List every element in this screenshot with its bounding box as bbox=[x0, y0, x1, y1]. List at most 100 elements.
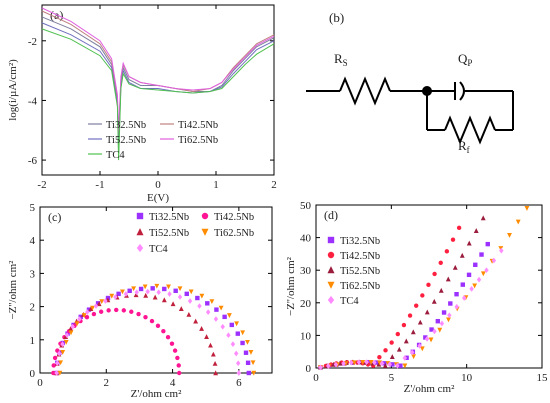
data-point-Ti62.5Nb bbox=[90, 305, 95, 311]
data-point-Ti42.5Nb bbox=[84, 314, 90, 320]
data-point-Ti52.5Nb bbox=[178, 306, 184, 311]
legend-label: Ti42.5Nb bbox=[340, 251, 380, 262]
data-point-Ti32.5Nb bbox=[460, 282, 465, 287]
data-point-Ti52.5Nb bbox=[199, 326, 204, 331]
legend-marker bbox=[136, 243, 144, 253]
data-point-Ti42.5Nb bbox=[175, 355, 180, 361]
data-point-Ti62.5Nb bbox=[411, 354, 417, 360]
data-point-TC4 bbox=[417, 343, 422, 349]
data-point-Ti32.5Nb bbox=[454, 292, 459, 297]
panel-c-nyquist-chart: 0 2 4 6 0 1 2 3 4 5 Z'/ohm cm² −Z''/ohm cm² (c) Ti32.… bbox=[7, 202, 273, 400]
x-tick-label: 10 bbox=[461, 372, 473, 384]
data-point-Ti52.5Nb bbox=[431, 298, 437, 304]
panel-b-label: (b) bbox=[329, 10, 344, 25]
data-point-Ti42.5Nb bbox=[395, 331, 400, 337]
panel-b-equivalent-circuit: (b) RS QP Rf bbox=[306, 10, 514, 155]
data-point-TC4 bbox=[410, 349, 415, 356]
data-point-Ti32.5Nb bbox=[184, 291, 189, 297]
x-axis-label: E(V) bbox=[147, 192, 169, 204]
qp-label: QP bbox=[458, 51, 472, 68]
data-point-Ti32.5Nb bbox=[390, 362, 395, 367]
data-point-Ti32.5Nb bbox=[138, 286, 144, 292]
data-point-Ti32.5Nb bbox=[245, 360, 251, 365]
data-point-Ti52.5Nb bbox=[204, 334, 209, 339]
data-point-Ti62.5Nb bbox=[109, 293, 115, 299]
data-point-Ti52.5Nb bbox=[193, 318, 199, 324]
data-point-Ti52.5Nb bbox=[452, 264, 458, 270]
data-point-Ti32.5Nb bbox=[466, 272, 472, 278]
data-point-Ti32.5Nb bbox=[441, 310, 447, 315]
data-point-Ti62.5Nb bbox=[240, 330, 246, 336]
data-point-Ti32.5Nb bbox=[479, 252, 484, 257]
data-point-TC4 bbox=[230, 341, 236, 348]
data-point-Ti62.5Nb bbox=[368, 359, 374, 365]
x-tick-label: 4 bbox=[170, 377, 176, 389]
data-point-TC4 bbox=[387, 361, 392, 368]
x-tick-label: 5 bbox=[389, 372, 395, 384]
data-point-TC4 bbox=[187, 298, 193, 304]
data-point-TC4 bbox=[70, 323, 75, 330]
data-point-Ti62.5Nb bbox=[63, 339, 69, 345]
data-point-Ti42.5Nb bbox=[407, 313, 413, 318]
data-point-Ti52.5Nb bbox=[403, 338, 409, 344]
y-axis-label: −Z''/ohm cm² bbox=[285, 256, 297, 316]
data-point-Ti62.5Nb bbox=[248, 349, 254, 355]
data-point-Ti52.5Nb bbox=[96, 301, 102, 307]
data-point-Ti52.5Nb bbox=[88, 306, 94, 311]
data-point-TC4 bbox=[356, 359, 362, 366]
data-point-Ti62.5Nb bbox=[154, 283, 160, 289]
data-point-Ti32.5Nb bbox=[162, 286, 167, 292]
data-point-Ti42.5Nb bbox=[91, 311, 97, 317]
data-point-Ti62.5Nb bbox=[472, 283, 478, 289]
x-tick-label: 0 bbox=[313, 372, 319, 384]
data-point-Ti62.5Nb bbox=[57, 370, 63, 376]
series-line-TC4 bbox=[41, 28, 275, 161]
data-point-TC4 bbox=[64, 332, 70, 339]
data-point-TC4 bbox=[220, 323, 225, 330]
data-point-Ti42.5Nb bbox=[114, 307, 119, 313]
data-point-TC4 bbox=[85, 309, 90, 315]
data-point-Ti32.5Nb bbox=[78, 314, 83, 320]
data-point-Ti42.5Nb bbox=[136, 311, 141, 317]
data-point-Ti42.5Nb bbox=[161, 328, 166, 334]
legend-label: Ti62.5Nb bbox=[214, 228, 254, 239]
data-point-Ti52.5Nb bbox=[473, 228, 479, 233]
data-point-Ti62.5Nb bbox=[360, 359, 366, 365]
legend-label: Ti62.5Nb bbox=[340, 281, 380, 292]
data-point-TC4 bbox=[402, 355, 407, 361]
data-point-Ti52.5Nb bbox=[210, 351, 216, 357]
x-tick-label: -1 bbox=[95, 179, 104, 191]
data-point-Ti42.5Nb bbox=[98, 309, 104, 314]
data-point-TC4 bbox=[197, 303, 202, 309]
data-point-Ti62.5Nb bbox=[428, 337, 434, 343]
data-point-Ti52.5Nb bbox=[143, 292, 149, 298]
data-point-Ti62.5Nb bbox=[515, 219, 521, 225]
legend-label: Ti62.5Nb bbox=[178, 135, 218, 146]
data-point-Ti42.5Nb bbox=[413, 303, 419, 308]
data-point-TC4 bbox=[395, 362, 400, 369]
series-line-Ti42.5Nb bbox=[41, 10, 275, 140]
y-axis-label: −Z''/ohm cm² bbox=[7, 260, 19, 320]
data-point-Ti32.5Nb bbox=[116, 291, 121, 297]
y-tick-label: 0 bbox=[30, 368, 36, 380]
data-point-Ti42.5Nb bbox=[129, 309, 134, 314]
data-point-TC4 bbox=[205, 309, 211, 315]
y-tick-label: -6 bbox=[28, 155, 38, 167]
data-point-Ti42.5Nb bbox=[155, 323, 161, 328]
legend-label: Ti42.5Nb bbox=[214, 212, 254, 223]
x-tick-label: 0 bbox=[37, 377, 43, 389]
y-tick-label: -4 bbox=[28, 95, 38, 107]
data-point-Ti52.5Nb bbox=[445, 276, 451, 282]
data-point-TC4 bbox=[213, 316, 219, 322]
data-point-TC4 bbox=[364, 359, 369, 366]
legend-label: Ti52.5Nb bbox=[149, 228, 189, 239]
data-point-Ti52.5Nb bbox=[480, 215, 486, 221]
data-point-Ti62.5Nb bbox=[188, 289, 194, 295]
data-point-Ti62.5Nb bbox=[402, 363, 408, 369]
data-point-Ti32.5Nb bbox=[214, 307, 219, 312]
data-point-TC4 bbox=[134, 289, 139, 296]
data-point-Ti62.5Nb bbox=[60, 349, 66, 355]
data-point-Ti42.5Nb bbox=[176, 363, 181, 368]
data-point-Ti52.5Nb bbox=[133, 292, 139, 298]
panel-label: (c) bbox=[48, 210, 61, 224]
